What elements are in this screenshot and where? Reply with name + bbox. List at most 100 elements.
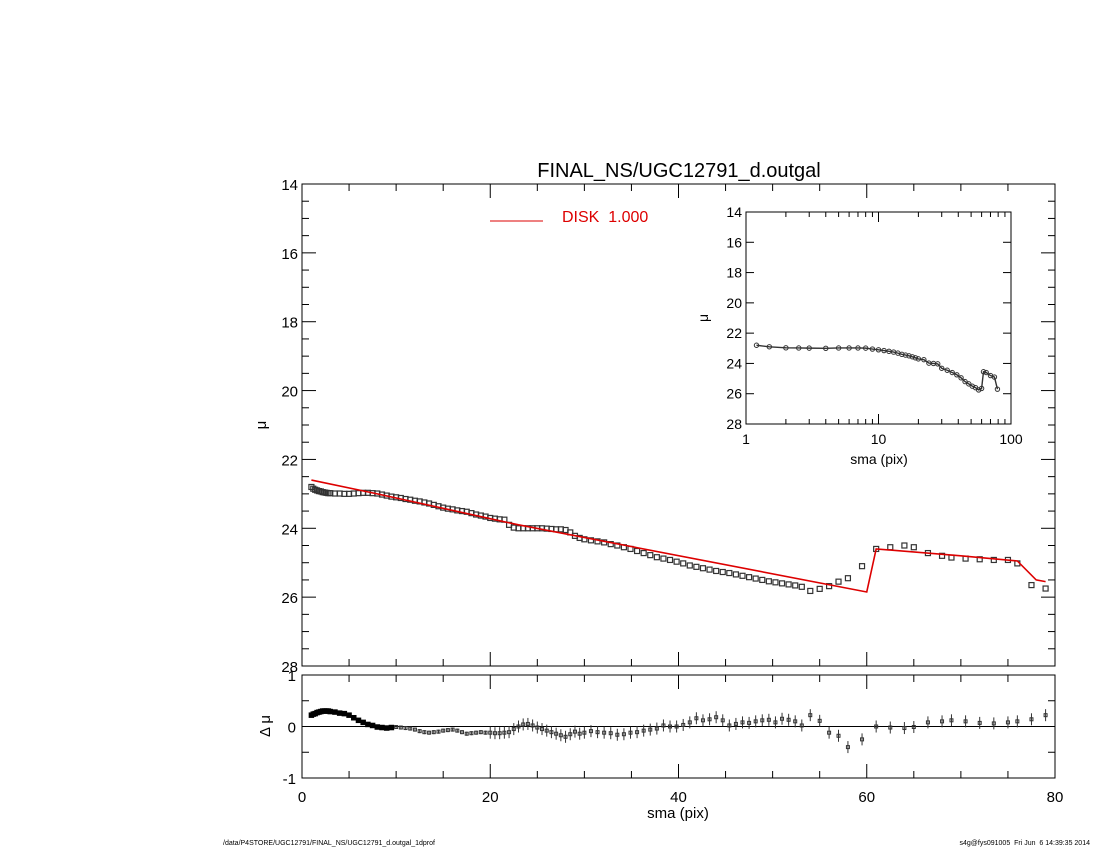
residual-data-point (549, 730, 554, 735)
inset-y-tick-label: 24 (726, 355, 742, 371)
residual-data-point (502, 730, 507, 735)
y-tick-label: 18 (281, 315, 298, 332)
residual-data-point (773, 720, 778, 725)
inset-data-point (912, 355, 919, 361)
profile-data-point (910, 544, 917, 551)
residual-data-point (516, 724, 521, 729)
residual-data-point (628, 730, 633, 735)
profile-data-point (732, 571, 740, 578)
residual-data-point (346, 712, 352, 718)
inset-data (753, 342, 1001, 393)
residual-data-point (455, 728, 460, 733)
residual-data-point (582, 730, 587, 735)
residual-data-point (635, 730, 640, 735)
profile-data-point (835, 578, 842, 585)
residual-data-point (1029, 717, 1034, 722)
residual-data-point (365, 721, 371, 728)
residual-data-point (369, 722, 376, 729)
inset-data-point (806, 345, 812, 351)
residual-data-point (450, 727, 455, 732)
main-y-ticks: 14 16 18 20 22 24 26 28 (281, 177, 1056, 676)
profile-data-point (816, 585, 823, 592)
y-tick-label: 22 (281, 452, 298, 469)
residual-data-point (641, 728, 646, 733)
x-tick-label: 0 (298, 789, 306, 806)
profile-data-point (844, 575, 852, 582)
residual-data-point (707, 717, 712, 722)
profile-data-point (778, 580, 786, 587)
residual-data-point (431, 730, 436, 735)
x-tick-label: 60 (858, 789, 875, 806)
residual-data-point (525, 721, 530, 726)
inset-y-tick-label: 28 (726, 416, 742, 432)
residual-data-point (469, 731, 474, 736)
chart-title: FINAL_NS/UGC12791_d.outgal (537, 160, 821, 182)
profile-data-point (785, 581, 792, 588)
inset-data-point (944, 367, 950, 373)
residual-data-point (436, 729, 441, 734)
y-tick-label: 24 (281, 521, 298, 538)
residual-data-point (417, 729, 422, 734)
x-tick-label: 20 (482, 789, 499, 806)
residual-data-point (786, 717, 791, 722)
residual-data-point (530, 723, 535, 728)
inset-data-point (902, 352, 909, 358)
residual-data-point (681, 722, 686, 727)
residual-x-axis-label: sma (pix) (647, 805, 709, 822)
inset-data-point (862, 345, 869, 351)
inset-data-point (921, 356, 927, 363)
inset-data-point (909, 354, 916, 360)
residual-data-point (602, 730, 607, 735)
inset-y-tick-label: 26 (726, 386, 742, 402)
residual-data-point (332, 709, 338, 715)
inset-y-tick-label: 20 (726, 295, 742, 311)
residual-data-point (492, 731, 497, 736)
residual-data-point (766, 717, 771, 722)
inset-data-point (980, 369, 987, 375)
profile-data-point (745, 574, 753, 581)
residual-data-point (568, 732, 573, 737)
residual-data-point (654, 726, 659, 731)
residual-data-point (379, 724, 385, 731)
inset-data-point (766, 344, 773, 350)
inset-y-tick-label: 14 (726, 204, 742, 220)
profile-data-point (726, 569, 733, 577)
profile-data-point (686, 562, 693, 569)
profile-data-point (887, 544, 894, 551)
residual-data-point (780, 716, 785, 721)
inset-ticks: 14 16 18 20 22 24 26 281 10 100 (726, 204, 1022, 447)
y-tick-label: 26 (281, 590, 298, 607)
main-panel: 14 16 18 20 22 24 26 28 μ DISK 1.000 (253, 177, 1056, 676)
inset-data-point (823, 345, 829, 351)
residual-data-point (977, 720, 982, 725)
profile-data-point (798, 583, 805, 590)
residual-data-point (720, 718, 725, 723)
inset-data-point (753, 342, 760, 348)
residual-data-point (902, 726, 907, 731)
residual-data-point (474, 730, 479, 735)
inset-data-point (855, 345, 861, 351)
profile-data-point (901, 542, 908, 549)
inset-data-point (975, 387, 982, 393)
residual-data-point (403, 726, 408, 731)
main-data (308, 479, 1049, 595)
residual-data-point (808, 713, 813, 718)
profile-data-point (312, 486, 319, 493)
profile-data-point (990, 556, 997, 564)
inset-data-point (935, 361, 941, 367)
profile-data-point (653, 554, 660, 561)
x-tick-label: 40 (670, 789, 687, 806)
residual-data-point (521, 722, 526, 727)
residual-data-point (408, 726, 413, 731)
profile-data-point (739, 572, 746, 579)
residual-data-point (398, 725, 403, 730)
residual-data-point (558, 733, 563, 738)
inset-data-point (915, 356, 922, 362)
residual-data-point (497, 731, 502, 736)
residual-data-point (554, 731, 559, 736)
legend: DISK 1.000 (490, 209, 648, 226)
profile-data-point (587, 537, 595, 544)
residual-data-point (336, 710, 343, 716)
residual-data-point (740, 720, 745, 725)
